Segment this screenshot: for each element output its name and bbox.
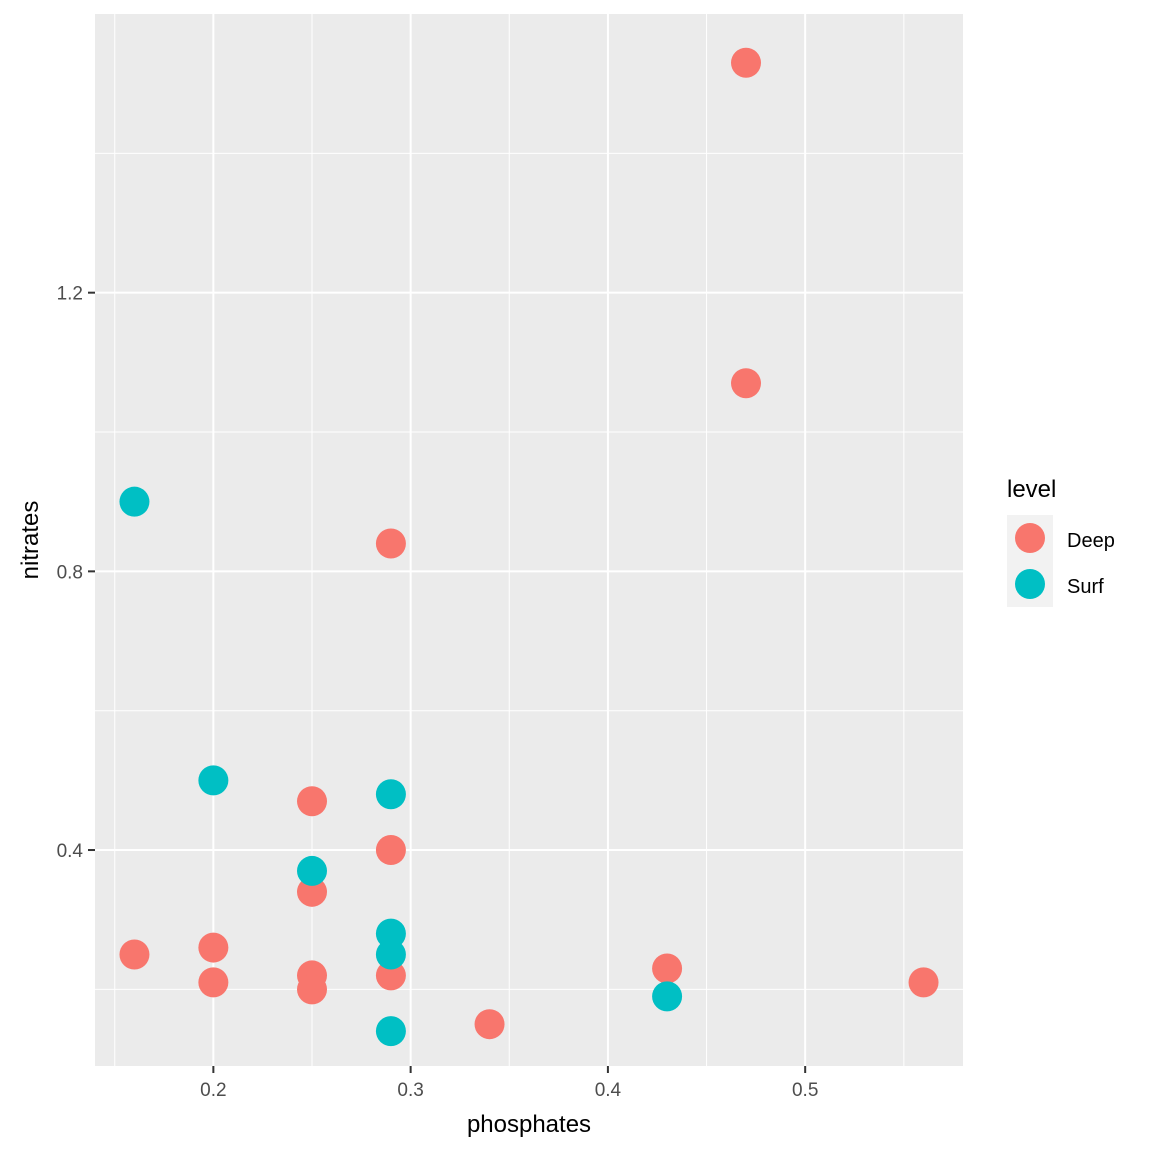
point-deep [375,835,406,866]
point-surf [297,855,327,886]
point-deep [198,967,229,998]
x-axis-title: phosphates [467,1111,591,1138]
point-surf [375,779,406,810]
x-tick-label: 0.3 [397,1080,423,1101]
point-deep [908,967,939,998]
point-surf [375,918,406,949]
x-tick-label: 0.4 [595,1080,622,1101]
data-points [119,47,939,1047]
plot-panel [95,14,963,1066]
point-deep [119,939,150,970]
point-deep [297,786,327,817]
y-axis-title: nitrates [17,501,44,580]
major-gridlines [95,14,963,1066]
point-deep [375,528,406,559]
legend-label-deep: Deep [1067,530,1115,552]
x-tick-label: 0.5 [792,1080,818,1101]
minor-gridlines [95,14,963,1066]
point-deep [297,876,327,907]
y-axis: 0.4 0.8 1.2 [57,284,95,862]
point-surf [119,486,150,517]
legend-key-deep [1015,523,1045,553]
x-axis: 0.2 0.3 0.4 0.5 [200,1066,818,1101]
legend-title: level [1007,476,1056,503]
y-tick-label: 0.8 [57,562,83,583]
point-surf [652,981,683,1012]
point-deep [297,974,327,1005]
point-deep [474,1009,505,1040]
y-tick-label: 0.4 [57,841,84,862]
x-tick-label: 0.2 [200,1080,226,1101]
point-deep [731,47,761,78]
point-surf [198,765,229,796]
legend-label-surf: Surf [1067,576,1104,598]
point-deep [652,953,683,984]
point-surf [375,939,406,970]
point-deep [198,932,229,963]
point-deep [731,368,761,399]
y-tick-label: 1.2 [57,284,83,305]
legend: level Deep Surf [1007,476,1115,607]
legend-key-surf [1015,569,1045,599]
point-surf [375,1016,406,1047]
point-deep [375,960,406,991]
